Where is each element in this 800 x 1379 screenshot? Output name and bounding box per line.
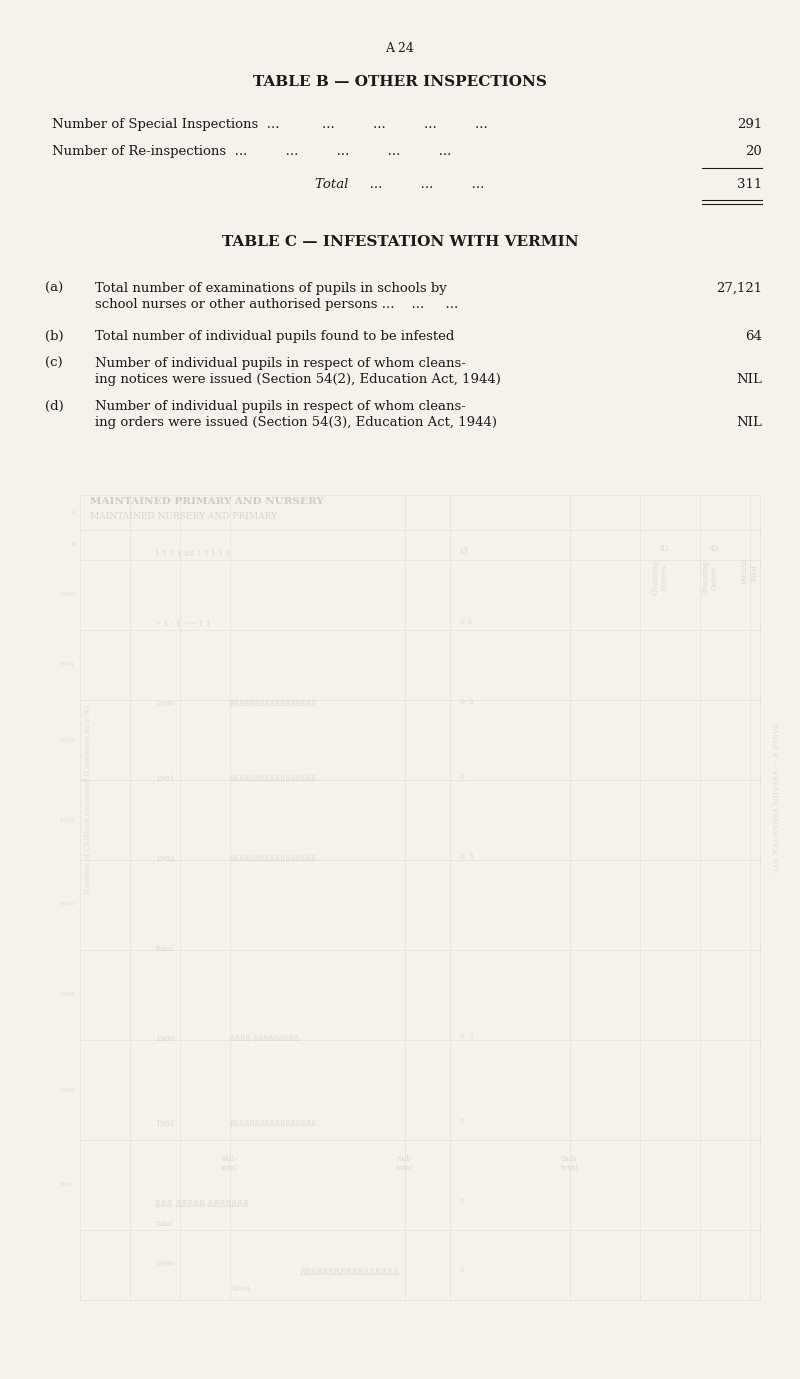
Text: 1964: 1964: [59, 993, 75, 997]
Text: Cleansing
Orders: Cleansing Orders: [702, 560, 718, 594]
Text: Total: Total: [155, 1220, 174, 1229]
Text: 0  1: 0 1: [460, 1033, 474, 1041]
Text: 1963: 1963: [59, 902, 75, 907]
Text: Total: Total: [59, 1183, 75, 1187]
Text: 1960: 1960: [155, 1260, 174, 1269]
Text: Sub-
total: Sub- total: [221, 1156, 239, 1172]
Text: Number of individual pupils in respect of whom cleans-: Number of individual pupils in respect o…: [95, 357, 466, 370]
Text: TABLE B — OTHER INSPECTIONS: TABLE B — OTHER INSPECTIONS: [253, 74, 547, 90]
Text: 1961: 1961: [155, 1120, 174, 1128]
Text: Number of Children examined (Condition as a %): Number of Children examined (Condition a…: [84, 706, 92, 895]
Text: 0: 0: [460, 1266, 465, 1274]
Text: Total: Total: [59, 818, 75, 822]
Text: school nurses or other authorised persons ...    ...     ...: school nurses or other authorised person…: [95, 298, 458, 312]
Text: A: A: [70, 510, 75, 514]
Text: Total number of individual pupils found to be infested: Total number of individual pupils found …: [95, 330, 454, 343]
Text: Vermin
Total: Vermin Total: [742, 560, 758, 585]
Text: ßßßß ßßßßßßßßß: ßßßß ßßßßßßßßß: [230, 1036, 299, 1043]
Text: Number of Re-inspections  ...         ...         ...         ...         ...: Number of Re-inspections ... ... ... ...…: [52, 145, 451, 159]
Text: 0  1: 0 1: [460, 698, 474, 706]
Text: 27,121: 27,121: [716, 281, 762, 295]
Text: TABLE F — VERMIN, PARASITES, ETC.: TABLE F — VERMIN, PARASITES, ETC.: [771, 724, 779, 877]
Text: ~ 1 - 1 - --- 1 1: ~ 1 - 1 - --- 1 1: [155, 621, 210, 627]
Text: ßßßßßßßßßßßßßßßßß: ßßßßßßßßßßßßßßßßß: [230, 701, 317, 707]
Text: 1961: 1961: [59, 662, 75, 667]
Text: 1961: 1961: [155, 775, 174, 783]
Text: Number of individual pupils in respect of whom cleans-: Number of individual pupils in respect o…: [95, 400, 466, 412]
Text: Sub-
total: Sub- total: [396, 1156, 414, 1172]
Text: ßßßßßßßßßßßßßßßßß: ßßßßßßßßßßßßßßßßß: [230, 775, 317, 783]
Text: MAINTAINED PRIMARY AND NURSERY: MAINTAINED PRIMARY AND NURSERY: [90, 496, 324, 506]
Text: 1960: 1960: [155, 1036, 174, 1043]
Text: B: B: [70, 542, 75, 547]
Text: ßßßßßßßßßßßßßßßßß: ßßßßßßßßßßßßßßßßß: [230, 1120, 317, 1128]
Text: ßßßßßßßßßßßßßßßßß: ßßßßßßßßßßßßßßßßß: [230, 855, 317, 863]
Text: MAINTAINED NURSERY AND PRIMARY: MAINTAINED NURSERY AND PRIMARY: [90, 512, 277, 521]
Text: 1965: 1965: [59, 1088, 75, 1092]
Text: Total number of examinations of pupils in schools by: Total number of examinations of pupils i…: [95, 281, 446, 295]
Text: 1960: 1960: [59, 593, 75, 597]
Text: 1960: 1960: [155, 701, 174, 707]
Text: A 24: A 24: [386, 41, 414, 55]
Text: ing orders were issued (Section 54(3), Education Act, 1944): ing orders were issued (Section 54(3), E…: [95, 416, 497, 429]
Text: 1962: 1962: [59, 738, 75, 742]
Text: 1962: 1962: [155, 855, 174, 863]
Text: 43: 43: [710, 545, 720, 553]
Text: ing notices were issued (Section 54(2), Education Act, 1944): ing notices were issued (Section 54(2), …: [95, 372, 501, 386]
Text: 0 0: 0 0: [460, 618, 472, 626]
Text: Number of Special Inspections  ...          ...         ...         ...         : Number of Special Inspections ... ... ..…: [52, 119, 488, 131]
Text: 0: 0: [460, 774, 465, 781]
Text: 0  1: 0 1: [460, 854, 474, 860]
Text: Sub-
total: Sub- total: [561, 1156, 579, 1172]
Text: 0: 0: [460, 1118, 465, 1127]
Text: 311: 311: [737, 178, 762, 192]
Text: 1 1 1 1 ßß 1 1 1 1 1: 1 1 1 1 ßß 1 1 1 1 1: [155, 550, 230, 558]
Text: Total: Total: [155, 945, 174, 953]
Text: (a): (a): [45, 281, 63, 295]
Text: 0: 0: [460, 1198, 465, 1207]
Text: ßßßßßßßßßßßßßßßßß: ßßßßßßßßßßßßßßßßß: [300, 1269, 400, 1277]
Text: Cleansing
Notices: Cleansing Notices: [651, 560, 669, 594]
Text: 64: 64: [745, 330, 762, 343]
Text: Total     ...         ...         ...: Total ... ... ...: [315, 178, 485, 192]
Text: (d): (d): [45, 400, 64, 412]
Text: Ø: Ø: [460, 547, 467, 556]
Text: NIL: NIL: [736, 416, 762, 429]
Text: 3000: 3000: [230, 1285, 250, 1294]
Text: (b): (b): [45, 330, 64, 343]
Text: 43: 43: [660, 545, 670, 553]
Text: 20: 20: [746, 145, 762, 159]
Text: (c): (c): [45, 357, 62, 370]
Text: TABLE C — INFESTATION WITH VERMIN: TABLE C — INFESTATION WITH VERMIN: [222, 234, 578, 250]
Text: 291: 291: [737, 119, 762, 131]
Text: NIL: NIL: [736, 372, 762, 386]
Text: ßßß ßßßßß ßßßßßßß: ßßß ßßßßß ßßßßßßß: [155, 1200, 249, 1209]
